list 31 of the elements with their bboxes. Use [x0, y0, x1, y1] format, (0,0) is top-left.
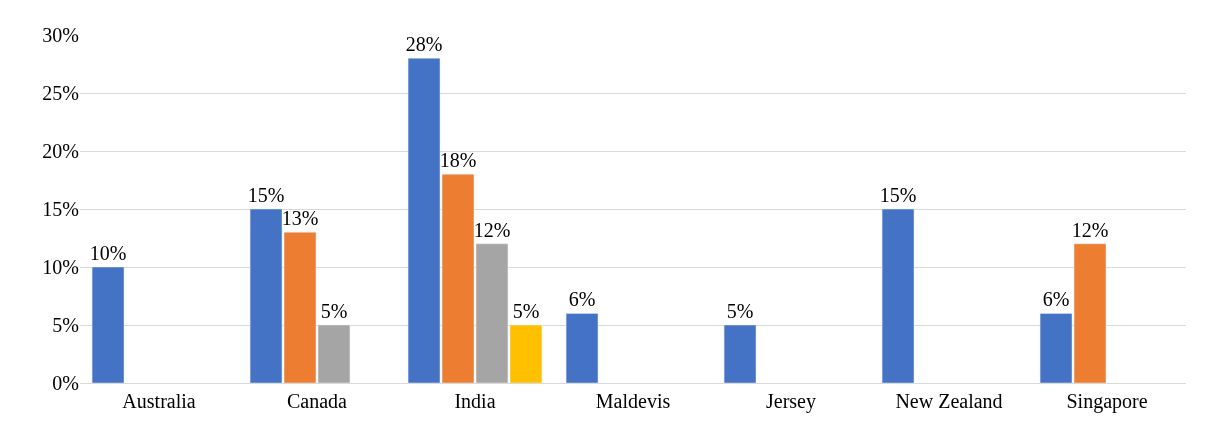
data-label: 12% [1071, 218, 1109, 241]
data-label: 6% [1042, 288, 1070, 311]
data-label: 15% [247, 184, 285, 206]
y-tick-label: 25% [42, 82, 79, 104]
y-tick-label: 10% [42, 256, 79, 278]
x-tick-label: Canada [287, 390, 348, 412]
y-tick-label: 5% [52, 314, 79, 336]
x-tick-label: Jersey [766, 390, 816, 413]
bar [723, 324, 757, 383]
data-label: 28% [405, 33, 443, 56]
data-label: 6% [568, 288, 596, 311]
data-label: 18% [439, 149, 477, 172]
bar [565, 313, 599, 383]
data-label: 13% [281, 207, 319, 230]
data-label: 15% [879, 184, 917, 206]
data-label: 10% [89, 242, 127, 264]
x-tick-label: Singapore [1066, 390, 1148, 413]
x-tick-label: Maldevis [595, 390, 671, 412]
x-tick-label: New Zealand [895, 390, 1003, 412]
y-tick-label: 30% [42, 24, 79, 46]
x-tick-label: Australia [122, 390, 196, 412]
y-tick-label: 0% [52, 372, 79, 394]
bar [881, 208, 915, 383]
data-label: 12% [473, 218, 511, 241]
data-label: 5% [512, 300, 540, 322]
data-label: 5% [726, 300, 754, 322]
y-tick-label: 15% [42, 198, 79, 220]
y-tick-label: 20% [42, 140, 79, 162]
data-label: 5% [320, 300, 348, 322]
bar [91, 266, 125, 383]
x-tick-label: India [454, 390, 496, 412]
